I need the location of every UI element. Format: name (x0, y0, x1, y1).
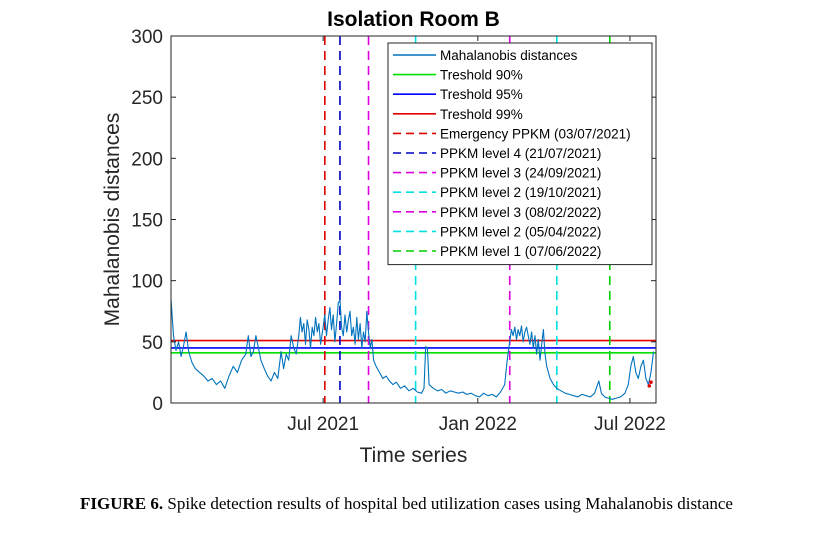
y-axis-label: Mahalanobis distances (101, 113, 124, 327)
legend-label: Treshold 99% (440, 107, 523, 122)
legend-box (387, 42, 653, 266)
legend-label: Mahalanobis distances (440, 48, 578, 63)
legend-label: PPKM level 2 (05/04/2022) (440, 224, 601, 239)
legend-label: Emergency PPKM (03/07/2021) (440, 126, 631, 141)
y-tick-label: 150 (131, 211, 163, 232)
mahalanobis-line (170, 298, 655, 400)
x-axis-label: Time series (360, 444, 468, 467)
x-tick-label: Jan 2022 (439, 414, 517, 435)
figure-caption: FIGURE 6. Spike detection results of hos… (0, 494, 813, 514)
legend-label: Treshold 90% (440, 68, 523, 83)
y-tick-label: 300 (131, 27, 163, 48)
y-tick-label: 0 (152, 394, 163, 415)
flagged-point-1 (647, 384, 652, 388)
legend-label: PPKM level 1 (07/06/2022) (440, 244, 601, 259)
legend-label: PPKM level 3 (08/02/2022) (440, 205, 601, 220)
legend-label: PPKM level 4 (21/07/2021) (440, 146, 601, 161)
x-tick-label: Jul 2021 (287, 414, 359, 435)
x-tick-label: Jul 2022 (594, 414, 666, 435)
flagged-point-2 (649, 380, 653, 385)
legend-label: PPKM level 2 (19/10/2021) (440, 185, 601, 200)
figure-caption-label: FIGURE 6. (80, 494, 164, 513)
y-tick-label: 250 (131, 88, 163, 109)
chart-title: Isolation Room B (327, 8, 500, 31)
y-tick-label: 100 (131, 272, 163, 293)
chart: 0 50 100 150 200 250 300 Jul 2021 Jan 2022 Jul 20… (101, 8, 666, 467)
y-tick-label: 200 (131, 149, 163, 170)
legend: Mahalanobis distances Treshold 90% Treshol… (387, 42, 653, 266)
legend-label: PPKM level 3 (24/09/2021) (440, 166, 601, 181)
legend-label: Treshold 95% (440, 87, 523, 102)
figure-caption-text: Spike detection results of hospital bed … (163, 494, 733, 513)
y-tick-label: 50 (142, 333, 163, 354)
